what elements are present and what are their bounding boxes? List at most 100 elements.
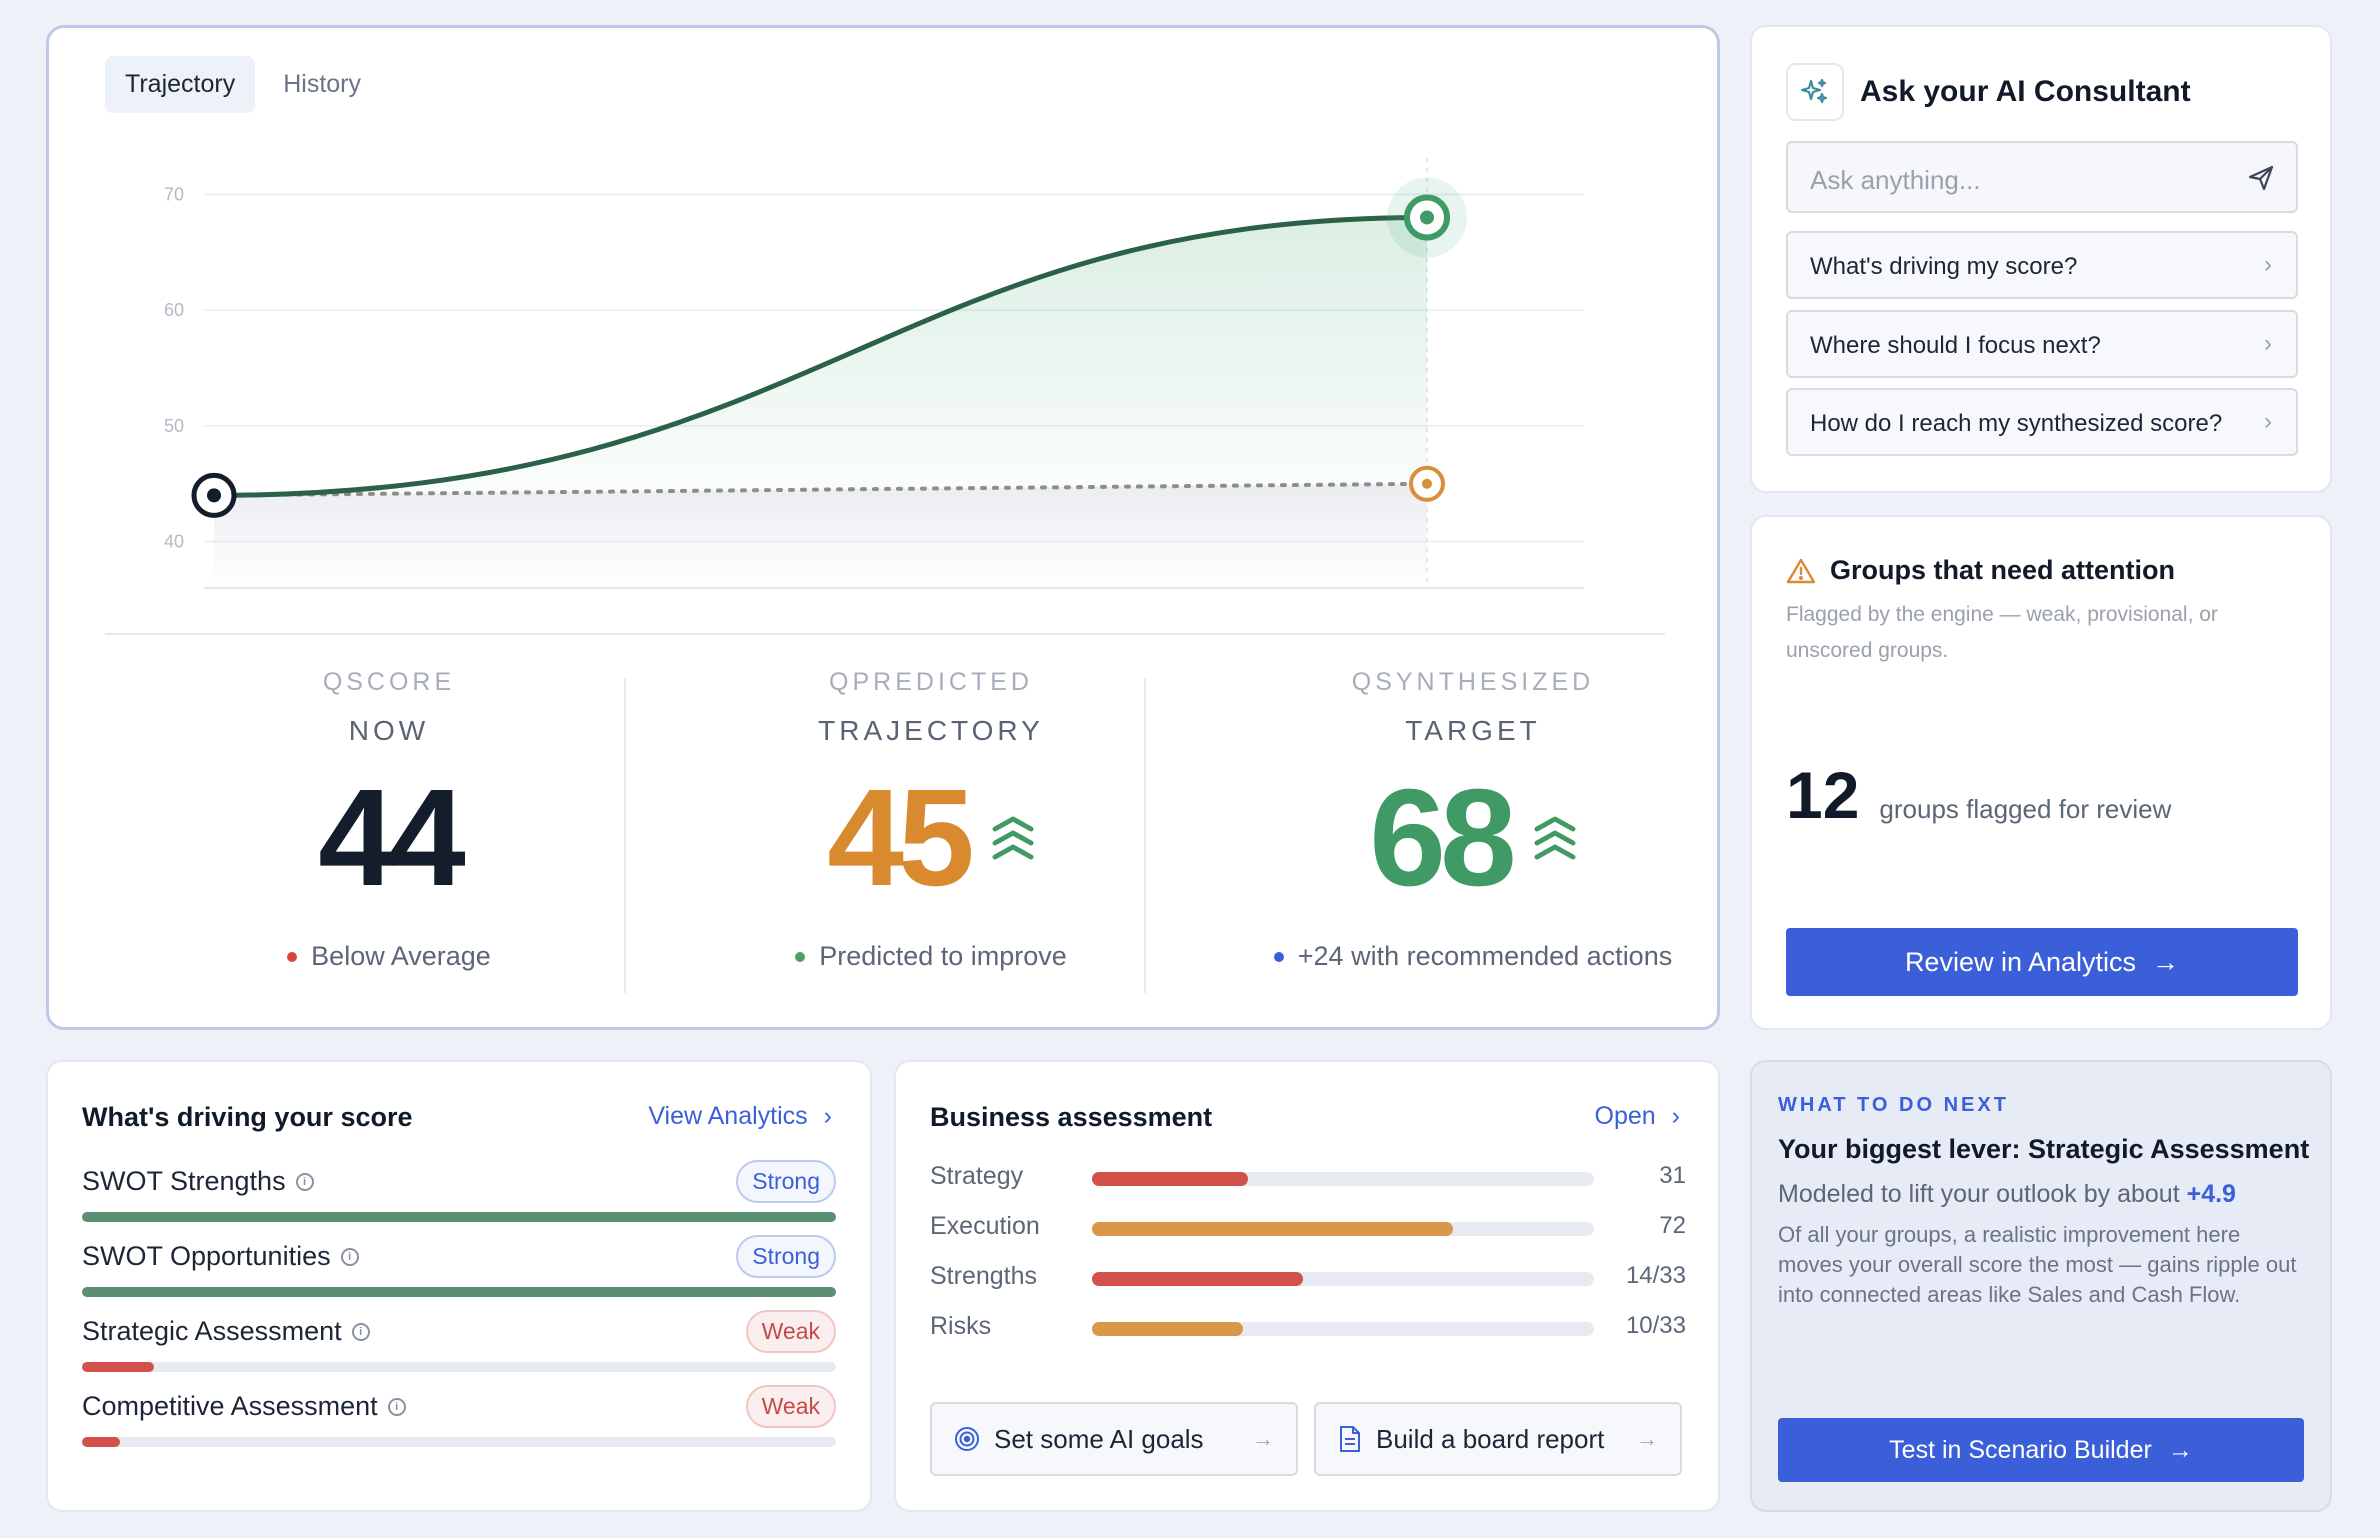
stat-trajectory-label1: QPREDICTED [829,668,1033,696]
stat-target-label1: QSYNTHESIZED [1351,668,1595,696]
next-heading: Your biggest lever: Strategic Assessment [1778,1134,2310,1164]
driver-name: SWOT Opportunities [82,1241,331,1271]
set-ai-goals-button[interactable]: Set some AI goals → [930,1402,1298,1476]
arrow-right-icon: → [2152,946,2180,977]
driver-row[interactable]: Competitive Assessment i Weak [82,1385,836,1447]
button-label: Set some AI goals [994,1423,1204,1454]
stat-trajectory-label2: TRAJECTORY [818,715,1044,746]
driver-bar [82,1437,836,1447]
next-lift: Modeled to lift your outlook by about +4… [1778,1180,2236,1209]
arrow-right-icon: → [2167,1435,2193,1464]
suggested-question[interactable]: How do I reach my synthesized score? › [1786,388,2298,456]
business-title: Business assessment [930,1102,1213,1132]
target-icon [955,1427,979,1451]
stat-now: QSCORE NOW 44 Below Average [129,668,649,972]
y-tick-label: 70 [164,184,184,204]
row-label: Strengths [930,1262,1038,1290]
suggested-question[interactable]: Where should I focus next? › [1786,310,2298,378]
stat-trajectory-note: Predicted to improve [819,941,1067,971]
flagged-count-label: groups flagged for review [1879,794,2172,824]
ai-consultant-card: Ask your AI Consultant Ask anything... W… [1750,25,2332,493]
open-link[interactable]: Open › [1595,1102,1681,1131]
status-dot [795,951,806,962]
driver-bar-fill [82,1437,120,1447]
ask-input[interactable]: Ask anything... [1786,141,2298,213]
baseline-area [214,483,1427,588]
row-label: Execution [930,1212,1040,1240]
send-icon[interactable] [2246,163,2276,193]
lift-text: Modeled to lift your outlook by about [1778,1180,2180,1208]
suggested-question[interactable]: What's driving my score? › [1786,231,2298,299]
assessment-row: Strengths 14/33 [930,1262,1686,1292]
info-icon[interactable]: i [387,1397,406,1416]
predicted-line [212,481,1429,498]
stat-target-note: +24 with recommended actions [1297,941,1673,971]
info-icon[interactable]: i [340,1247,359,1266]
build-board-report-button[interactable]: Build a board report → [1314,1402,1682,1476]
stat-now-label2: NOW [348,715,430,746]
question-label: Where should I focus next? [1810,332,2101,359]
row-bar-fill [1092,1222,1454,1236]
target-point-center [1420,210,1434,225]
next-description: Of all your groups, a realistic improvem… [1778,1222,2297,1307]
driver-row[interactable]: Strategic Assessment i Weak [82,1310,836,1372]
chevron-right-icon: › [2264,251,2272,278]
chevrons-up-icon [1534,816,1576,860]
view-analytics-link[interactable]: View Analytics › [648,1102,832,1131]
driver-name: SWOT Strengths [82,1166,286,1196]
stat-divider [624,678,626,993]
link-label: View Analytics [648,1102,808,1130]
driver-bar-fill [82,1287,836,1297]
y-tick-label: 60 [164,300,184,320]
uplift-area [214,217,1427,496]
chevrons-up-icon [992,816,1034,860]
stat-trajectory: QPREDICTED TRAJECTORY 45 Predicted to im… [671,668,1191,972]
row-value: 72 [1659,1212,1686,1239]
tab-trajectory[interactable]: Trajectory [105,56,256,113]
driver-row[interactable]: SWOT Opportunities i Strong [82,1235,836,1297]
row-bar-fill [1092,1172,1248,1186]
driver-row[interactable]: SWOT Strengths i Strong [82,1160,836,1222]
status-badge: Strong [736,1235,836,1278]
next-step-card: WHAT TO DO NEXT Your biggest lever: Stra… [1750,1060,2332,1512]
info-icon[interactable]: i [351,1322,370,1341]
synthesized-line [211,214,1430,498]
now-point-center [207,488,221,503]
next-eyebrow: WHAT TO DO NEXT [1778,1094,2009,1116]
row-label: Risks [930,1312,992,1340]
chart-divider [105,633,1665,635]
trajectory-chart: 70 60 50 40 [164,158,1584,589]
attention-card: Groups that need attention Flagged by th… [1750,515,2332,1030]
predicted-point-center [1422,478,1432,489]
driver-bar [82,1287,836,1297]
driver-name: Strategic Assessment [82,1316,342,1346]
y-tick-label: 40 [164,532,184,552]
scenario-builder-button[interactable]: Test in Scenario Builder → [1778,1418,2304,1482]
info-icon[interactable]: i [295,1172,314,1191]
lift-value: +4.9 [2186,1180,2236,1208]
review-analytics-button[interactable]: Review in Analytics → [1786,928,2298,996]
arrow-right-icon: → [1252,1426,1274,1451]
tab-history[interactable]: History [283,70,362,98]
row-label: Strategy [930,1162,1024,1190]
stat-now-value: 44 [318,761,465,915]
status-dot [287,951,298,962]
chevron-right-icon: › [2264,408,2272,435]
flagged-count: 12 [1786,758,1860,832]
stat-trajectory-value: 45 [827,761,974,915]
driver-bar [82,1362,836,1372]
status-badge: Weak [745,1385,836,1428]
arrow-right-icon: → [1636,1426,1658,1451]
question-label: How do I reach my synthesized score? [1810,410,2223,437]
drivers-card: What's driving your score View Analytics… [46,1060,872,1512]
row-value: 10/33 [1625,1312,1686,1339]
stat-now-note: Below Average [311,941,491,971]
ask-placeholder: Ask anything... [1810,165,1981,195]
attention-subtitle: Flagged by the engine — weak, provisiona… [1786,603,2218,662]
y-tick-label: 50 [164,416,184,436]
status-badge: Strong [736,1160,836,1203]
link-label: Open [1594,1102,1656,1130]
stat-target: QSYNTHESIZED TARGET 68 +24 with recommen… [1213,668,1733,972]
business-assessment-card: Business assessment Open › Strategy 31 Ex… [894,1060,1720,1512]
chevron-right-icon: › [1671,1102,1680,1130]
